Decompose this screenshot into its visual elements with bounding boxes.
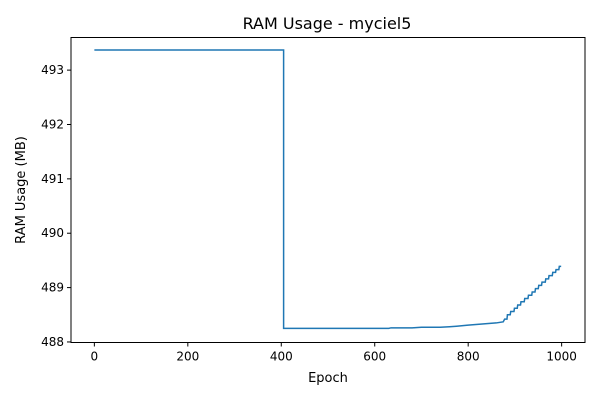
plot-frame	[70, 37, 586, 343]
y-tick-label: 489	[41, 281, 64, 295]
axis-ticks: 0 200 400 600 800 1000 488 489 490 491 492 493	[41, 63, 577, 363]
y-axis-label: RAM Usage (MB)	[14, 136, 29, 244]
x-axis-label: Epoch	[308, 371, 348, 386]
y-tick-label: 488	[41, 335, 64, 349]
chart-title: RAM Usage - myciel5	[243, 14, 412, 33]
y-tick-label: 492	[41, 117, 64, 131]
ram-usage-line	[94, 49, 562, 330]
x-tick-label: 0	[91, 350, 99, 364]
y-tick-label: 490	[41, 226, 64, 240]
x-tick-label: 600	[363, 350, 386, 364]
y-tick-label: 491	[41, 172, 64, 186]
x-tick-label: 800	[457, 350, 480, 364]
plot-series	[94, 49, 562, 330]
y-tick-label: 493	[41, 63, 64, 77]
x-tick-label: 1000	[546, 350, 577, 364]
x-tick-label: 400	[270, 350, 293, 364]
x-tick-label: 200	[176, 350, 199, 364]
